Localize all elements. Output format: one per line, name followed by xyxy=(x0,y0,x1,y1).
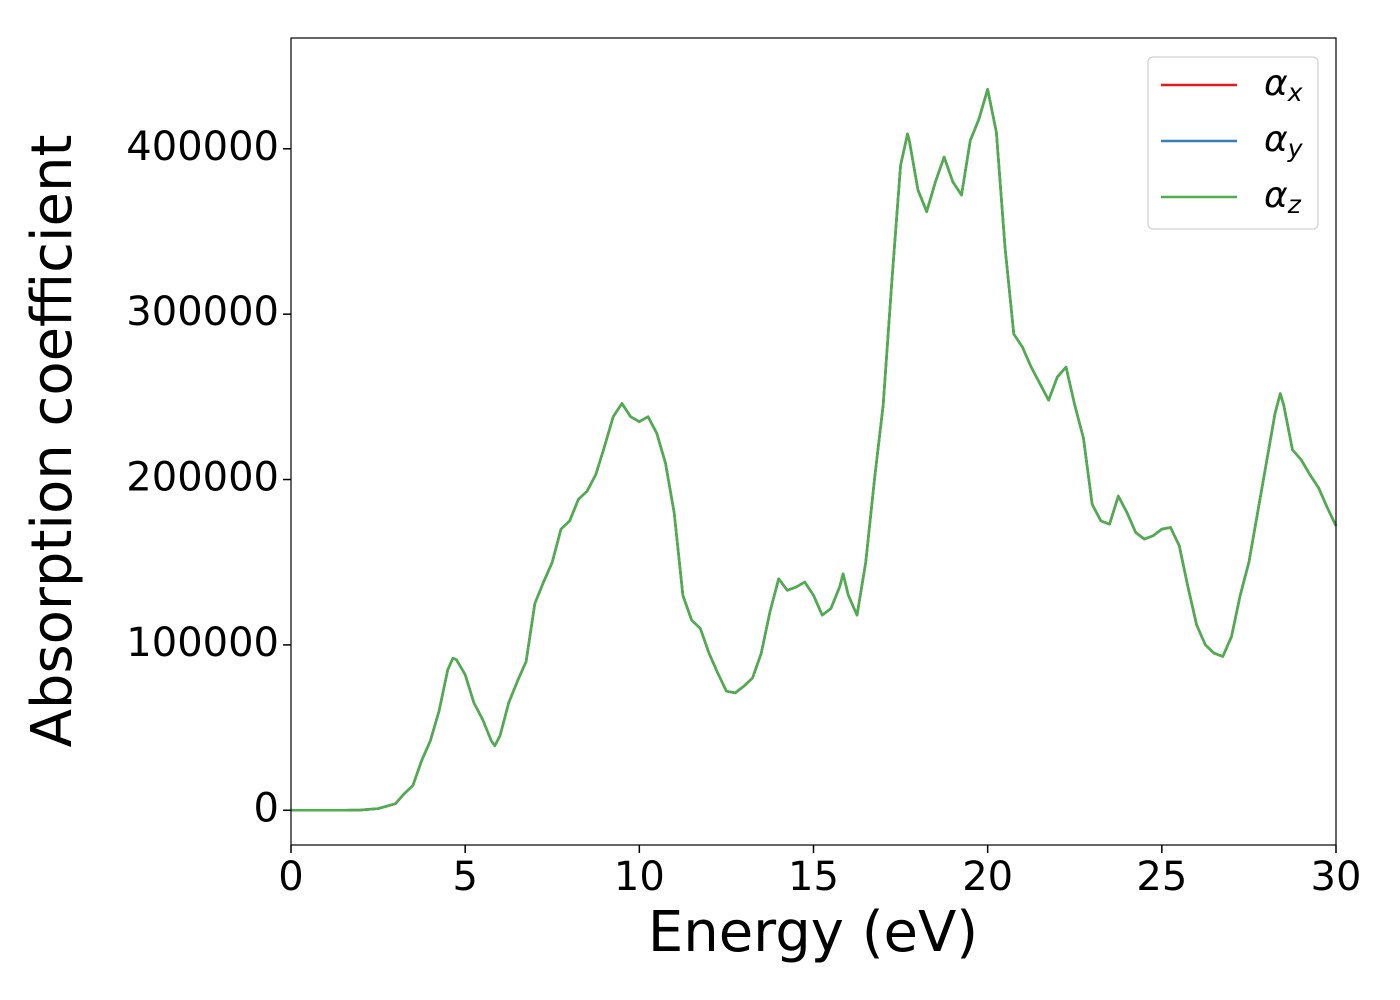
x-tick-label: 15 xyxy=(788,854,839,900)
legend-label: αy xyxy=(1264,119,1304,163)
legend-label: αz xyxy=(1264,175,1302,219)
y-tick-label: 100000 xyxy=(126,620,279,666)
y-axis-label: Absorption coefficient xyxy=(20,135,85,748)
x-tick-label: 5 xyxy=(452,854,477,900)
y-tick-label: 300000 xyxy=(126,289,279,335)
y-tick-label: 400000 xyxy=(126,124,279,170)
x-tick-label: 10 xyxy=(614,854,665,900)
x-tick-label: 30 xyxy=(1311,854,1362,900)
plot-frame xyxy=(290,37,1337,846)
x-tick-label: 20 xyxy=(962,854,1013,900)
x-tick-label: 0 xyxy=(278,854,303,900)
legend-label: αx xyxy=(1264,63,1303,107)
y-tick-label: 200000 xyxy=(126,455,279,501)
x-axis-label: Energy (eV) xyxy=(648,900,978,965)
legend-box xyxy=(1147,56,1319,230)
legend: αx αy αz xyxy=(1147,56,1319,230)
x-tick-label: 25 xyxy=(1136,854,1187,900)
data-line xyxy=(291,88,1338,812)
y-tick-label: 0 xyxy=(254,785,279,831)
